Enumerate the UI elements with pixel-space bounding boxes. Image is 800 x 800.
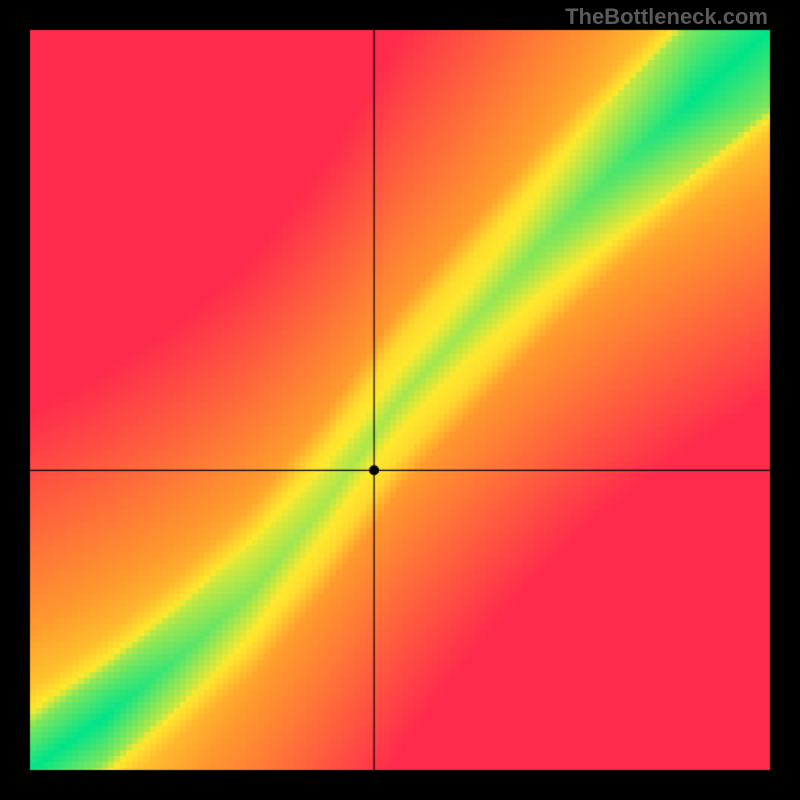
chart-container: TheBottleneck.com (0, 0, 800, 800)
watermark-text: TheBottleneck.com (565, 4, 768, 30)
heatmap-canvas (0, 0, 800, 800)
